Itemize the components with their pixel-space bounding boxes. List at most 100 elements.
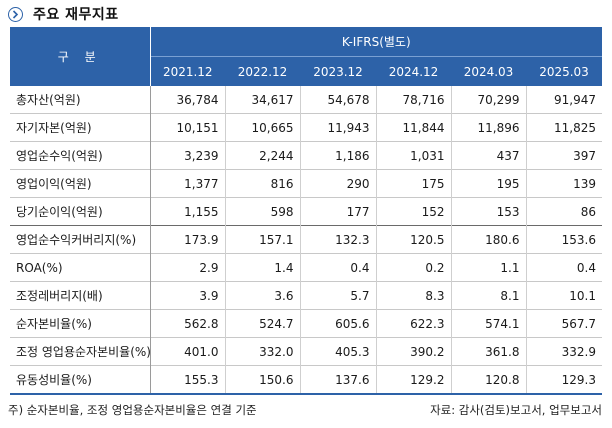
value-cell: 390.2 [376, 337, 452, 366]
value-cell: 180.6 [451, 225, 527, 254]
value-cell: 332.9 [561, 344, 596, 359]
row-label: 유동성비율(%) [10, 365, 151, 394]
value-cell: 816 [225, 169, 301, 198]
value-cell: 8.1 [451, 281, 527, 310]
value-cell: 157.1 [225, 225, 301, 254]
value-cell: 405.3 [300, 337, 377, 366]
value-cell: 10,151 [150, 113, 226, 142]
table-row: 영업순수익커버리지(%) 173.9 157.1 132.3 120.5 180.6 153… [10, 225, 602, 254]
value-cell: 397 [573, 148, 596, 163]
value-cell: 120.8 [451, 365, 527, 394]
page-title: 주요 재무지표 [33, 7, 119, 23]
value-cell: 155.3 [150, 365, 226, 394]
row-label: 영업이익(억원) [10, 169, 151, 198]
value-cell: 8.3 [376, 281, 452, 310]
table-row: 영업이익(억원) 1,377 816 290 175 195 139 [10, 169, 602, 198]
value-cell: 137.6 [300, 365, 377, 394]
table-row: 순자본비율(%) 562.8 524.7 605.6 622.3 574.1 567.7 [10, 309, 602, 338]
row-label: 총자산(억원) [10, 86, 151, 114]
value-cell: 152 [376, 197, 452, 226]
value-cell: 11,844 [376, 113, 452, 142]
value-cell: 605.6 [300, 309, 377, 338]
value-cell: 36,784 [150, 86, 226, 114]
financial-indicators-table: 구 분 K-IFRS(별도) 2021.12 2022.12 2023.12 2… [10, 27, 602, 395]
value-cell: 173.9 [150, 225, 226, 254]
table-row: 자기자본(억원) 10,151 10,665 11,943 11,844 11,896 11… [10, 113, 602, 142]
source-note: 자료: 감사(검토)보고서, 업무보고서 [430, 403, 602, 417]
value-cell: 1.1 [451, 253, 527, 282]
row-label: 영업순수익커버리지(%) [10, 225, 151, 254]
row-label: ROA(%) [10, 253, 151, 282]
value-cell: 1,186 [300, 141, 377, 170]
row-label: 영업순수익(억원) [10, 141, 151, 170]
table-row: 유동성비율(%) 155.3 150.6 137.6 129.2 120.8 129.3 [10, 365, 602, 394]
table-row: 영업순수익(억원) 3,239 2,244 1,186 1,031 437 397 [10, 141, 602, 170]
value-cell: 0.4 [300, 253, 377, 282]
value-cell: 401.0 [150, 337, 226, 366]
period-header: 2024.03 [451, 56, 526, 86]
row-label: 조정레버리지(배) [10, 281, 151, 310]
period-header: 2024.12 [376, 56, 451, 86]
value-cell: 91,947 [554, 92, 596, 107]
value-cell: 153.6 [561, 232, 596, 247]
value-cell: 129.3 [561, 372, 596, 387]
period-header: 2023.12 [300, 56, 376, 86]
value-cell: 86 [580, 204, 596, 219]
row-label: 자기자본(억원) [10, 113, 151, 142]
accounting-standard-header: K-IFRS(별도) [150, 27, 602, 57]
value-cell: 10,665 [225, 113, 301, 142]
value-cell: 1,377 [150, 169, 226, 198]
value-cell: 139 [573, 176, 596, 191]
value-cell: 78,716 [376, 86, 452, 114]
value-cell: 2.9 [150, 253, 226, 282]
value-cell: 0.2 [376, 253, 452, 282]
value-cell: 562.8 [150, 309, 226, 338]
value-cell: 437 [451, 141, 527, 170]
value-cell: 2,244 [225, 141, 301, 170]
value-cell: 567.7 [561, 316, 596, 331]
value-cell: 3,239 [150, 141, 226, 170]
row-label: 당기순이익(억원) [10, 197, 151, 226]
row-label: 순자본비율(%) [10, 309, 151, 338]
value-cell: 175 [376, 169, 452, 198]
value-cell: 0.4 [576, 260, 596, 275]
value-cell: 290 [300, 169, 377, 198]
value-cell: 70,299 [451, 86, 527, 114]
footnote: 주) 순자본비율, 조정 영업용순자본비율은 연결 기준 [8, 403, 257, 417]
table-row: 당기순이익(억원) 1,155 598 177 152 153 86 [10, 197, 602, 226]
value-cell: 177 [300, 197, 377, 226]
value-cell: 574.1 [451, 309, 527, 338]
value-cell: 11,896 [451, 113, 527, 142]
period-header: 2021.12 [150, 56, 225, 86]
value-cell: 1,031 [376, 141, 452, 170]
value-cell: 524.7 [225, 309, 301, 338]
value-cell: 132.3 [300, 225, 377, 254]
value-cell: 54,678 [300, 86, 377, 114]
value-cell: 361.8 [451, 337, 527, 366]
value-cell: 622.3 [376, 309, 452, 338]
table-row: ROA(%) 2.9 1.4 0.4 0.2 1.1 0.4 [10, 253, 602, 282]
table-row: 총자산(억원) 36,784 34,617 54,678 78,716 70,299 91,… [10, 86, 602, 114]
value-cell: 150.6 [225, 365, 301, 394]
value-cell: 3.6 [225, 281, 301, 310]
value-cell: 129.2 [376, 365, 452, 394]
value-cell: 3.9 [150, 281, 226, 310]
value-cell: 11,943 [300, 113, 377, 142]
period-header: 2022.12 [225, 56, 300, 86]
row-label: 조정 영업용순자본비율(%) [10, 337, 151, 366]
value-cell: 120.5 [376, 225, 452, 254]
value-cell: 10.1 [569, 288, 596, 303]
value-cell: 5.7 [300, 281, 377, 310]
section-title: 주요 재무지표 [8, 4, 119, 24]
table-body: 총자산(억원) 36,784 34,617 54,678 78,716 70,299 91,… [10, 86, 602, 394]
value-cell: 1,155 [150, 197, 226, 226]
value-cell: 598 [225, 197, 301, 226]
row-header-label: 구 분 [10, 27, 151, 86]
value-cell: 1.4 [225, 253, 301, 282]
table-row: 조정레버리지(배) 3.9 3.6 5.7 8.3 8.1 10.1 [10, 281, 602, 310]
value-cell: 153 [451, 197, 527, 226]
value-cell: 332.0 [225, 337, 301, 366]
table-row: 조정 영업용순자본비율(%) 401.0 332.0 405.3 390.2 361.8 3… [10, 337, 602, 366]
value-cell: 11,825 [554, 120, 596, 135]
value-cell: 195 [451, 169, 527, 198]
